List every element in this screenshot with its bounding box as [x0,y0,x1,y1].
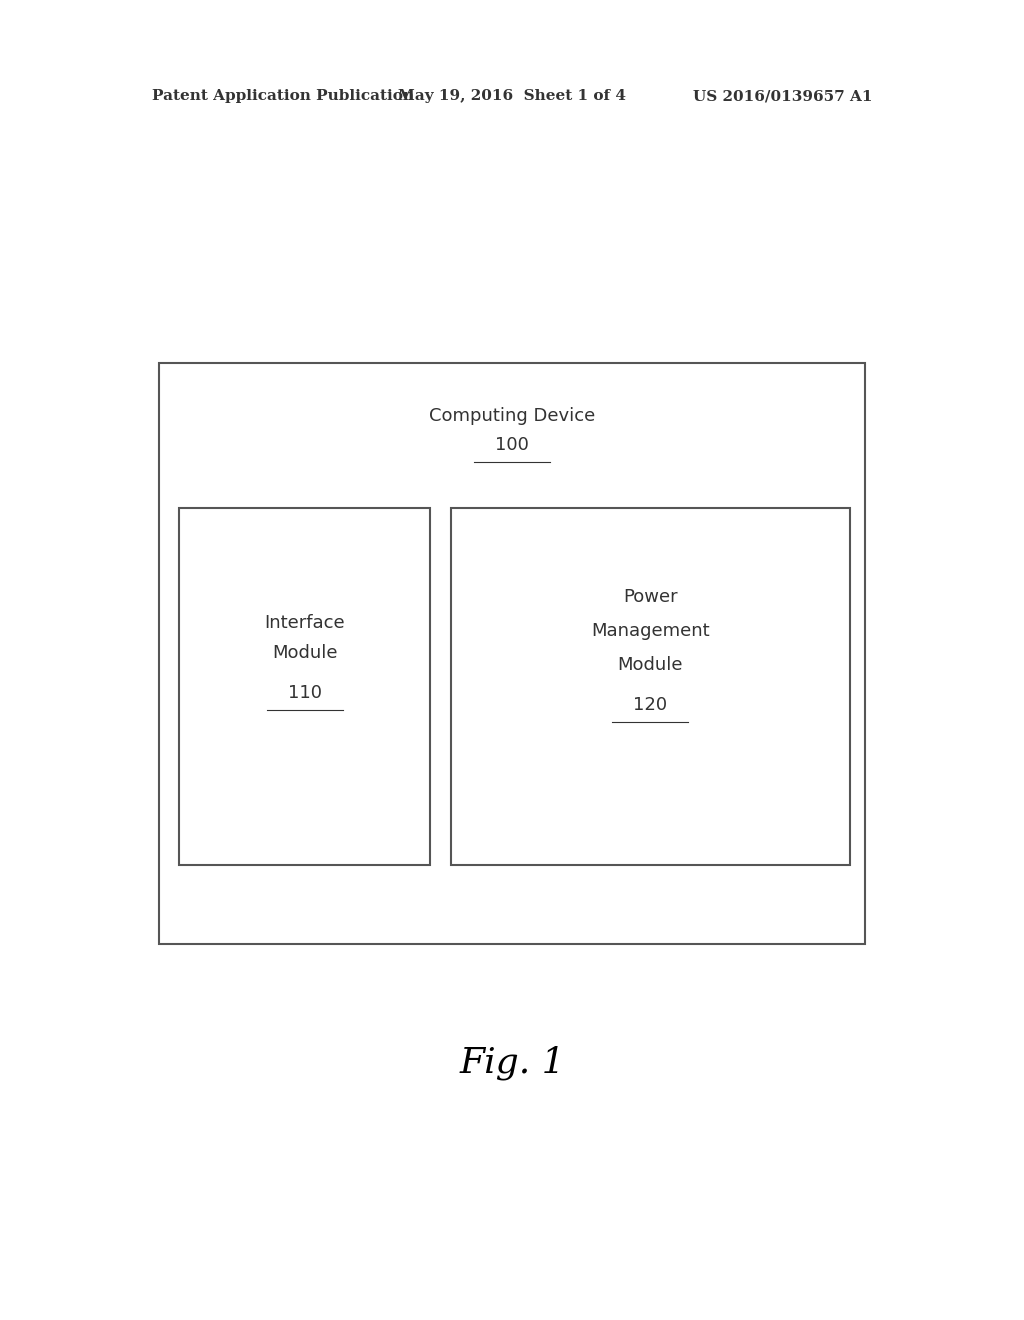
Text: Interface: Interface [264,614,345,632]
FancyBboxPatch shape [451,508,850,865]
Text: Management: Management [591,622,710,640]
Text: Power: Power [623,587,678,606]
Text: 100: 100 [495,436,529,454]
Text: Patent Application Publication: Patent Application Publication [152,90,414,103]
FancyBboxPatch shape [159,363,865,944]
Text: Fig. 1: Fig. 1 [459,1045,565,1080]
Text: 110: 110 [288,684,322,702]
Text: May 19, 2016  Sheet 1 of 4: May 19, 2016 Sheet 1 of 4 [398,90,626,103]
Text: Computing Device: Computing Device [429,407,595,425]
Text: 120: 120 [633,696,668,714]
Text: Module: Module [272,644,337,663]
Text: US 2016/0139657 A1: US 2016/0139657 A1 [693,90,872,103]
Text: Module: Module [617,656,683,675]
FancyBboxPatch shape [179,508,430,865]
